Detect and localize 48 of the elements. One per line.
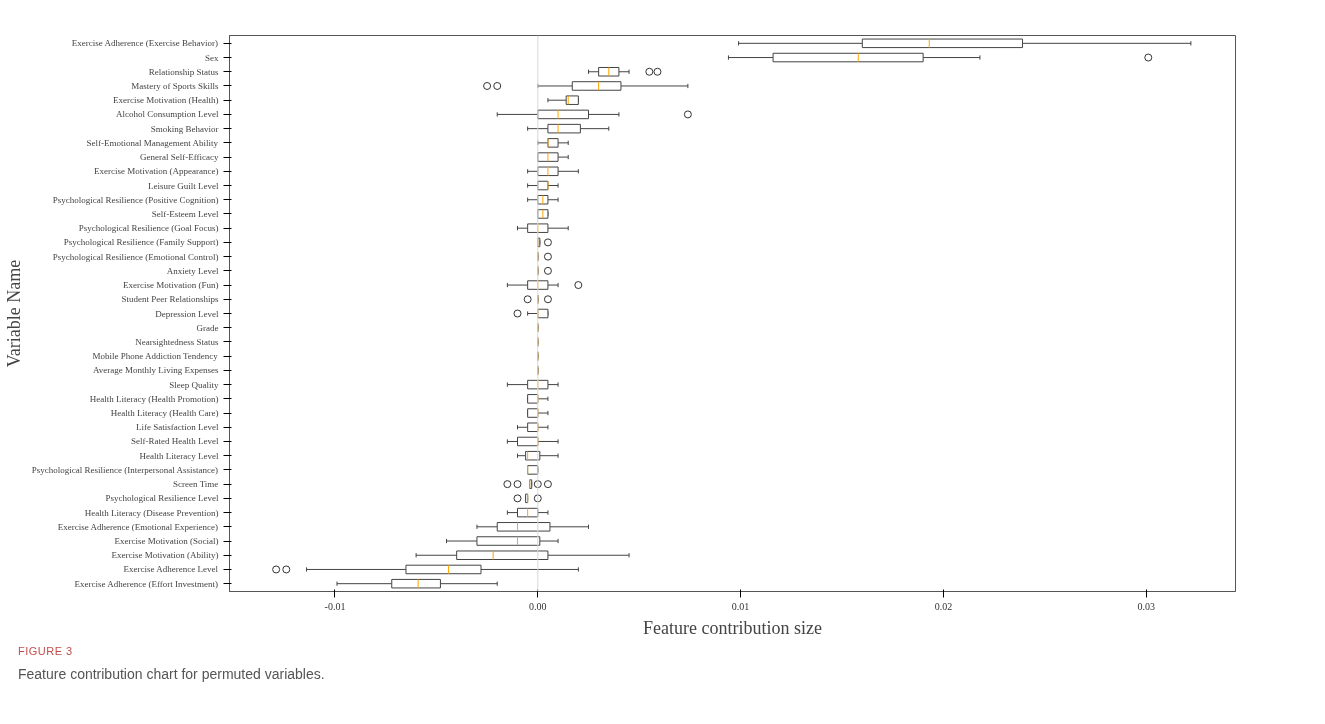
x-tick-label: 0.00 [529,600,547,612]
y-tick-label: Psychological Resilience (Emotional Control) [52,251,219,262]
y-tick-label: Health Literacy (Disease Prevention) [84,507,219,518]
y-tick-label: Health Literacy Level [139,450,219,461]
y-tick-label: Exercise Motivation (Social) [114,536,219,547]
y-tick-label: Leisure Guilt Level [148,180,219,191]
y-tick-label: Health Literacy (Health Care) [110,408,219,419]
y-tick-label: Exercise Adherence (Effort Investment) [74,578,219,589]
y-tick-label: Grade [196,322,219,333]
y-tick-label: Mastery of Sports Skills [131,80,219,91]
y-tick-label: Mobile Phone Addiction Tendency [92,351,219,362]
y-tick-label: Life Satisfaction Level [136,422,219,433]
y-tick-label: Relationship Status [148,66,219,77]
x-tick-label: 0.01 [731,600,750,612]
x-tick-label: 0.03 [1137,600,1156,612]
y-tick-label: Screen Time [173,479,219,490]
x-axis-title: Feature contribution size [643,617,822,638]
text: Feature contribution chart for permuted variables. [18,664,325,684]
y-tick-label: Self-Emotional Management Ability [86,137,219,148]
y-tick-label: Psychological Resilience (Interpersonal Assistance) [31,464,219,475]
y-tick-label: Alcohol Consumption Level [116,109,219,120]
y-tick-label: Exercise Adherence (Emotional Experience) [57,521,219,532]
caption: FIGURE 3 [18,644,73,659]
y-tick-label: General Self-Efficacy [139,152,219,163]
x-tick-label: -0.01 [324,600,346,612]
y-tick-label: Exercise Adherence (Exercise Behavior) [71,38,219,49]
y-tick-label: Psychological Resilience Level [105,493,219,504]
y-tick-label: Exercise Motivation (Fun) [123,280,219,291]
y-tick-label: Average Monthly Living Expenses [92,365,219,376]
y-tick-label: Exercise Motivation (Health) [113,95,219,106]
y-axis-title: Variable Name [3,259,24,368]
y-tick-label: Exercise Motivation (Appearance) [94,166,219,177]
y-tick-label: Exercise Motivation (Ability) [111,550,219,561]
y-tick-label: Student Peer Relationships [121,294,219,305]
y-tick-label: Psychological Resilience (Family Support) [63,237,219,248]
y-tick-label: Nearsightedness Status [135,336,219,347]
y-tick-label: Sex [205,52,219,63]
y-tick-label: Self-Rated Health Level [131,436,219,447]
y-tick-label: Anxiety Level [166,265,219,276]
y-tick-label: Health Literacy (Health Promotion) [89,393,219,404]
y-tick-label: Psychological Resilience (Positive Cognition) [52,194,219,205]
y-tick-label: Exercise Adherence Level [123,564,219,575]
y-tick-label: Self-Esteem Level [151,208,219,219]
y-tick-label: Depression Level [155,308,219,319]
x-tick-label: 0.02 [934,600,953,612]
y-tick-label: Smoking Behavior [150,123,219,134]
y-tick-label: Sleep Quality [169,379,219,390]
y-tick-label: Psychological Resilience (Goal Focus) [78,223,219,234]
